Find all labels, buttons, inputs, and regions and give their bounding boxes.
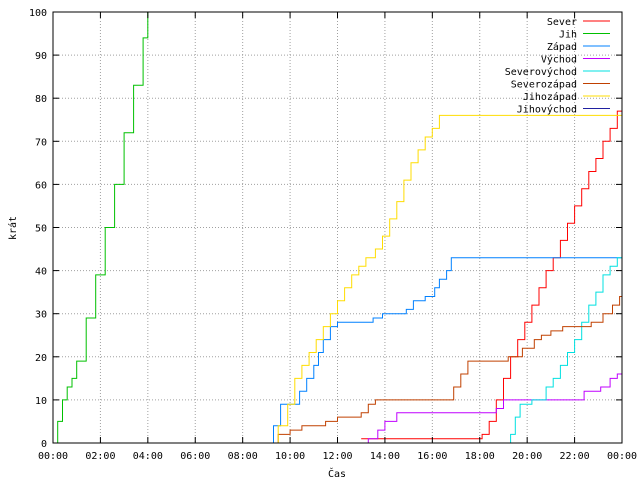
y-tick-label: 20: [35, 353, 47, 364]
y-tick-label: 0: [41, 439, 47, 450]
series-line-3: [268, 257, 622, 444]
x-axis-label: Čas: [328, 467, 346, 480]
y-tick-label: 80: [35, 94, 47, 105]
legend-label: Jih: [559, 30, 577, 41]
y-tick-label: 70: [35, 137, 47, 148]
x-tick-label: 10:00: [275, 451, 305, 462]
legend-label: Západ: [547, 41, 577, 53]
x-tick-label: 00:00: [607, 451, 637, 462]
legend-label: Sever: [547, 17, 577, 28]
legend-label: Jihovýchod: [517, 104, 577, 116]
series-line-4: [356, 373, 622, 444]
y-tick-label: 10: [35, 396, 47, 407]
legend: Sever JihZápadVýchodSeverovýchodSeverozáp…: [505, 17, 610, 116]
series-line-5: [501, 244, 623, 444]
y-axis-label: krát: [7, 216, 19, 240]
x-tick-label: 22:00: [560, 451, 590, 462]
series-line-7: [271, 114, 622, 444]
axis-ticks: 00:00 02:00 04:00 06:00 08:00 10:00 12:00 14:00…: [29, 8, 637, 462]
y-tick-label: 90: [35, 51, 47, 62]
x-tick-label: 04:00: [133, 451, 163, 462]
x-tick-label: 08:00: [228, 451, 258, 462]
series-line-6: [266, 296, 622, 444]
y-tick-label: 40: [35, 267, 47, 278]
x-tick-label: 18:00: [465, 451, 495, 462]
legend-label: Jihozápad: [523, 91, 577, 103]
x-tick-label: 00:00: [38, 451, 68, 462]
x-tick-label: 20:00: [512, 451, 542, 462]
series-group: [53, 11, 623, 444]
x-tick-label: 12:00: [322, 451, 352, 462]
x-tick-label: 06:00: [180, 451, 210, 462]
y-tick-label: 100: [29, 8, 47, 19]
x-tick-label: 02:00: [85, 451, 115, 462]
legend-label: Severozápad: [511, 79, 577, 91]
legend-label: Východ: [541, 54, 577, 66]
series-line-2: [53, 11, 622, 444]
y-tick-label: 50: [35, 224, 47, 235]
y-tick-label: 60: [35, 180, 47, 191]
legend-label: Severovýchod: [505, 66, 577, 78]
y-tick-label: 30: [35, 310, 47, 321]
x-tick-label: 14:00: [370, 451, 400, 462]
x-tick-label: 16:00: [417, 451, 447, 462]
